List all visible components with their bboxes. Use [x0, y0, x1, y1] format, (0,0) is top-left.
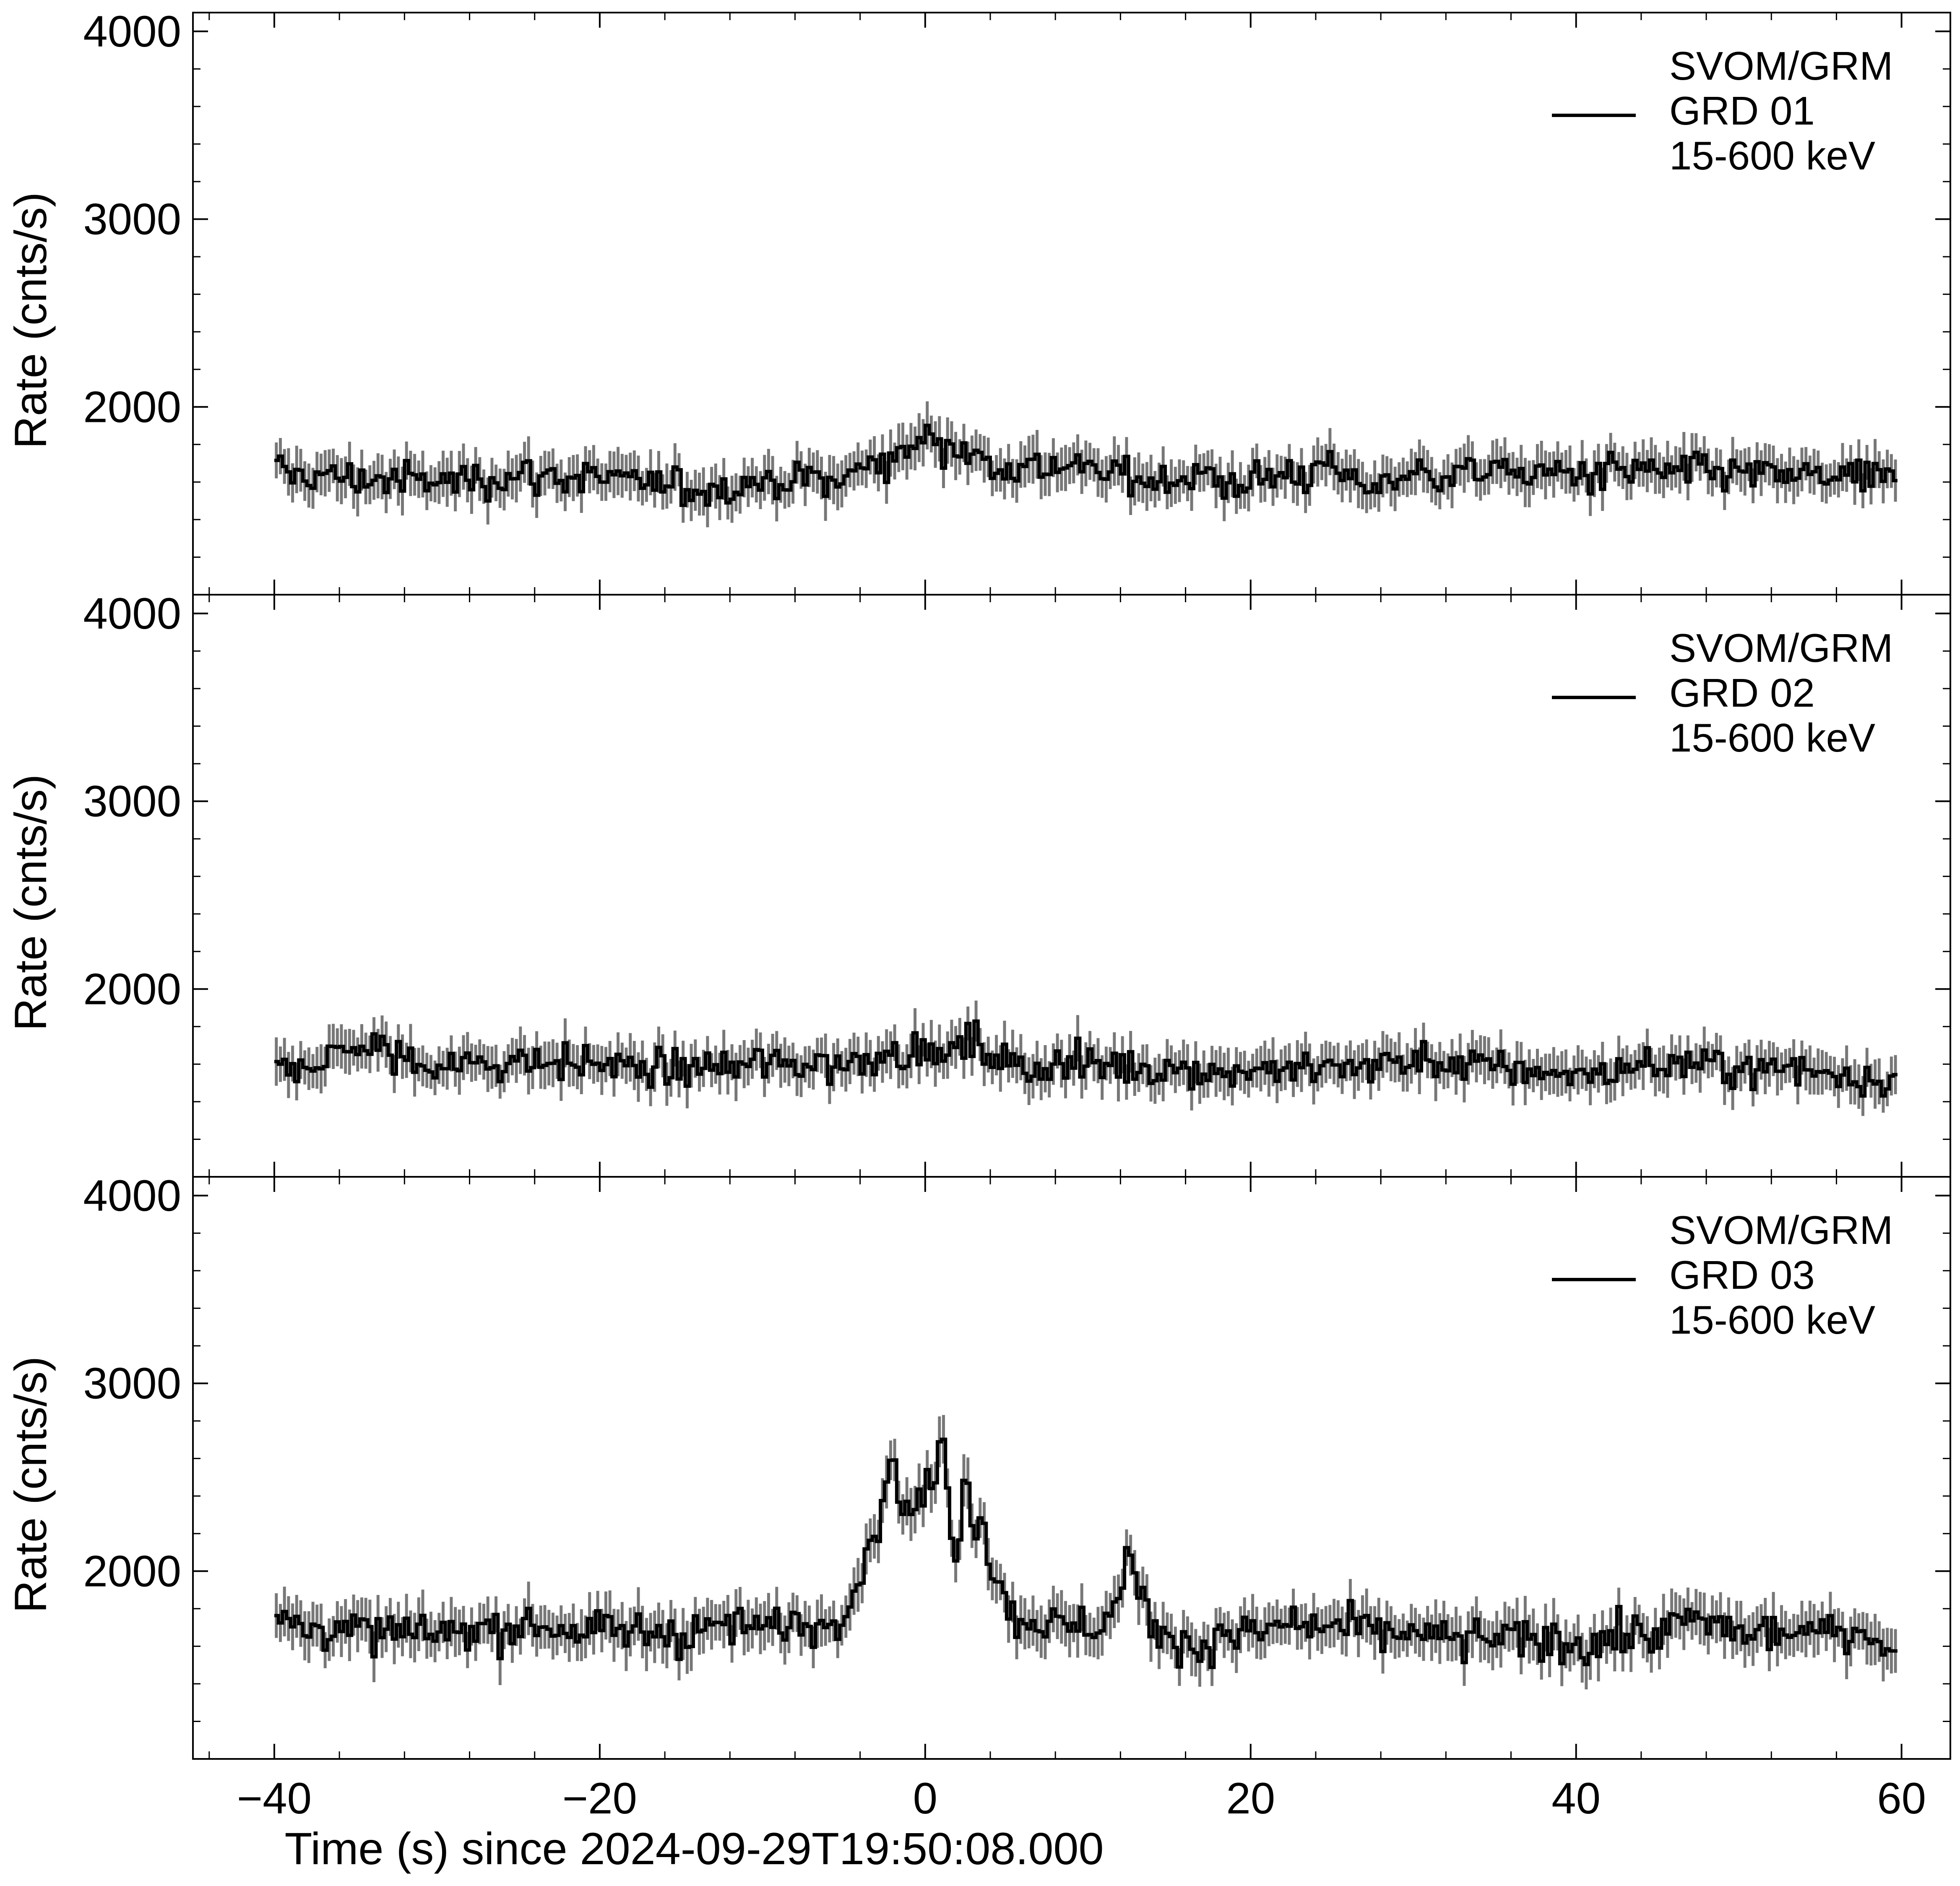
y-axis-title: Rate (cnts/s): [5, 1356, 56, 1613]
x-tick-label: −40: [237, 1774, 312, 1823]
legend-label: GRD 02: [1669, 671, 1815, 715]
legend-label: SVOM/GRM: [1669, 1208, 1893, 1253]
legend-label: 15-600 keV: [1669, 1298, 1875, 1342]
legend-label: SVOM/GRM: [1669, 44, 1893, 88]
legend-label: SVOM/GRM: [1669, 626, 1893, 671]
y-tick-label: 4000: [83, 589, 181, 638]
x-tick-label: 40: [1551, 1774, 1601, 1823]
x-axis-title: Time (s) since 2024-09-29T19:50:08.000: [284, 1823, 1104, 1874]
y-axis-title: Rate (cnts/s): [5, 192, 56, 449]
y-tick-label: 4000: [83, 7, 181, 56]
legend-label: 15-600 keV: [1669, 715, 1875, 760]
x-tick-label: 0: [913, 1774, 937, 1823]
x-tick-label: −20: [562, 1774, 637, 1823]
y-tick-label: 3000: [83, 1359, 181, 1408]
legend-label: GRD 01: [1669, 88, 1815, 133]
x-tick-label: 60: [1877, 1774, 1926, 1823]
light-curve-line-panel-2: [274, 1019, 1898, 1098]
legend-label: 15-600 keV: [1669, 133, 1875, 178]
legend-label: GRD 03: [1669, 1253, 1815, 1298]
y-tick-label: 2000: [83, 1547, 181, 1596]
x-tick-label: 20: [1226, 1774, 1275, 1823]
y-tick-label: 3000: [83, 777, 181, 826]
panel-frame: [192, 1176, 1951, 1760]
y-axis-title: Rate (cnts/s): [5, 774, 56, 1031]
light-curve-line-panel-3: [274, 1437, 1898, 1669]
light-curve-line-panel-1: [274, 424, 1898, 507]
y-tick-label: 2000: [83, 382, 181, 432]
y-tick-label: 4000: [83, 1171, 181, 1220]
y-tick-label: 3000: [83, 195, 181, 244]
y-tick-label: 2000: [83, 965, 181, 1014]
